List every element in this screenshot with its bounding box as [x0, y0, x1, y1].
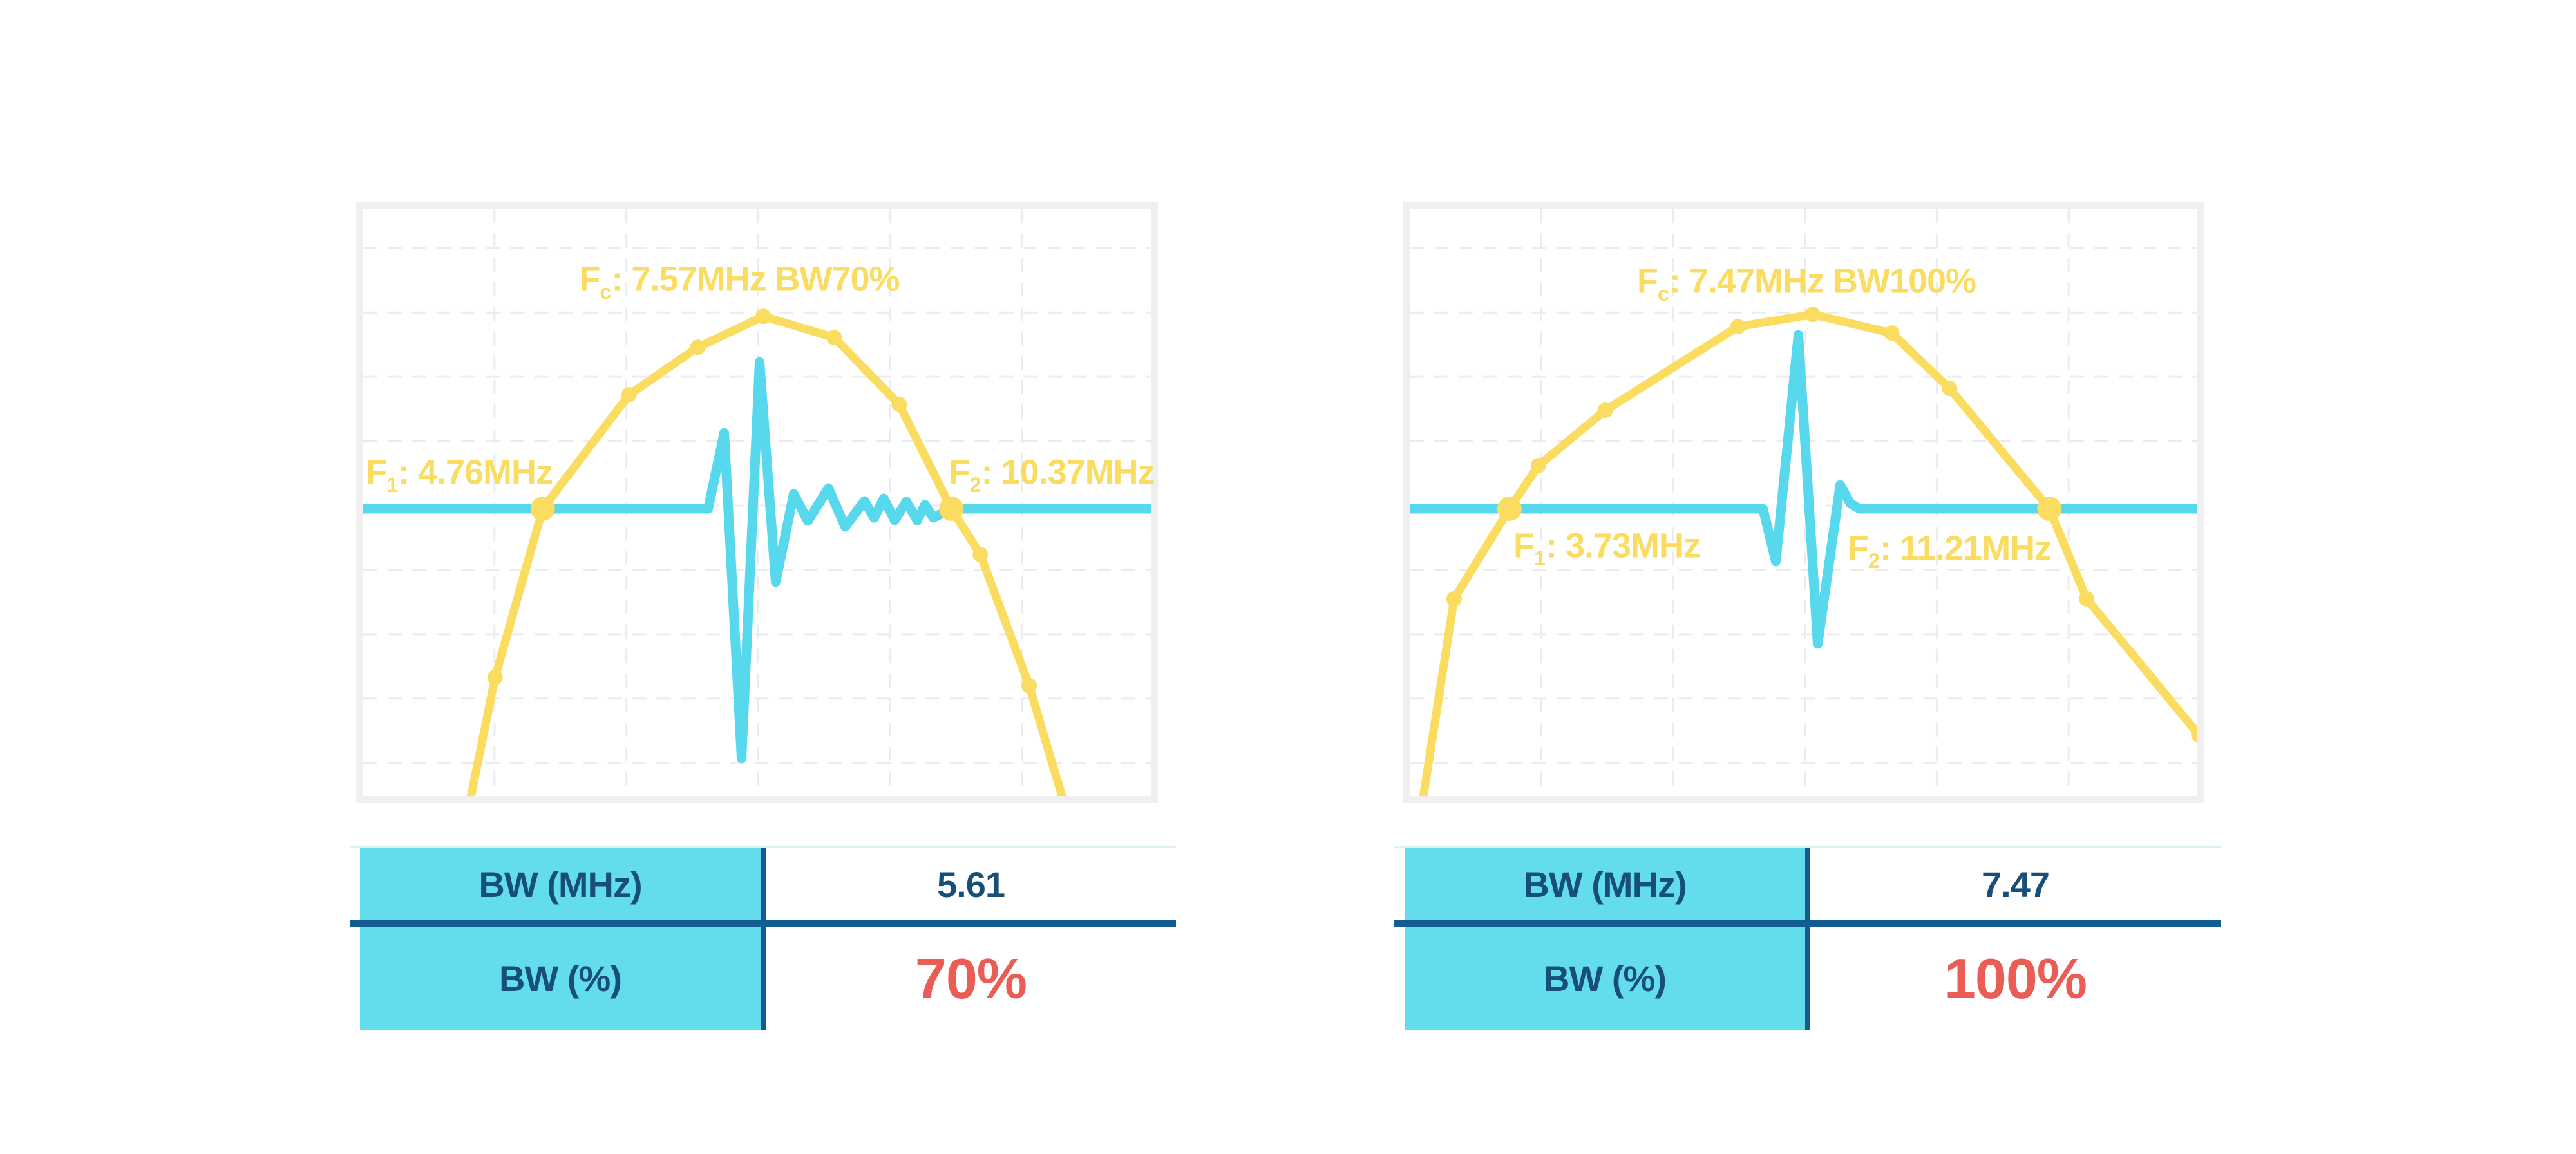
frequency-spectrum-marker	[972, 546, 989, 562]
bw-table-left: BW (MHz) 5.61 BW (%) 70%	[350, 846, 1176, 1030]
f1-annotation-left: F1: 4.76MHz	[366, 455, 553, 496]
fc-label-prefix: F	[1636, 261, 1658, 301]
pulse-echo-waveform-line	[363, 357, 1151, 764]
bw-mhz-label: BW (MHz)	[1523, 864, 1687, 905]
fc-label-prefix: F	[579, 260, 600, 299]
pulse-echo-waveform-line	[1410, 330, 2197, 649]
f2-annotation-right: F2: 11.21MHz	[1847, 529, 2052, 572]
bw-percent-value: 70%	[914, 946, 1027, 1010]
bw-mhz-value: 7.47	[1982, 864, 2050, 905]
frequency-spectrum-marker	[826, 330, 842, 346]
frequency-spectrum-marker	[1446, 591, 1462, 607]
f2-label-subscript: 2	[1868, 549, 1880, 572]
f2-label-text: : 10.37MHz	[981, 453, 1155, 492]
bw-mhz-value-cell: 5.61	[766, 848, 1176, 920]
bw-percent-label: BW (%)	[1544, 958, 1667, 999]
f1-annotation-right: F1: 3.73MHz	[1513, 526, 1701, 570]
table-row: BW (%) 100%	[1394, 927, 2221, 1030]
f1-label-prefix: F	[365, 453, 387, 492]
f2-annotation-left: F2: 10.37MHz	[949, 453, 1155, 497]
frequency-spectrum-line	[1419, 310, 2197, 796]
frequency-spectrum-marker	[1884, 325, 1900, 341]
chart-panel-left: Fc: 7.57MHz BW70% F1: 4.76MHz F2: 10.37M…	[356, 202, 1158, 803]
frequency-spectrum-marker	[487, 669, 503, 685]
frequency-spectrum-marker	[621, 387, 637, 403]
bw-percent-value-cell: 70%	[766, 927, 1176, 1030]
bw-percent-label-cell: BW (%)	[360, 927, 766, 1030]
bw-mhz-label: BW (MHz)	[478, 864, 642, 905]
f2-label-prefix: F	[1847, 529, 1869, 568]
fc-label-subscript: c	[1657, 281, 1669, 305]
f1-label-prefix: F	[1513, 526, 1535, 565]
f2-label-text: : 11.21MHz	[1879, 529, 2052, 568]
bw-mhz-value: 5.61	[937, 864, 1005, 905]
bw-percent-label: BW (%)	[499, 958, 622, 999]
f1-label-subscript: 1	[386, 473, 398, 497]
chart-panel-right: Fc: 7.47MHz BW100% F1: 3.73MHz F2: 11.21…	[1403, 202, 2204, 803]
f1-label-text: : 4.76MHz	[397, 453, 553, 492]
frequency-spectrum-marker	[1730, 319, 1746, 335]
bw-percent-value-cell: 100%	[1810, 927, 2221, 1030]
frequency-spectrum-marker	[1021, 677, 1037, 694]
frequency-spectrum-marker	[1530, 458, 1546, 474]
bw-percent-label-cell: BW (%)	[1405, 927, 1810, 1030]
fc-label-text: : 7.57MHz BW70%	[611, 260, 900, 299]
chart-svg-left	[363, 209, 1151, 796]
fc-label-subscript: c	[600, 279, 612, 303]
table-row: BW (MHz) 7.47	[1394, 848, 2221, 927]
frequency-spectrum-marker	[530, 497, 555, 521]
bw-table-right: BW (MHz) 7.47 BW (%) 100%	[1394, 846, 2221, 1030]
f2-label-prefix: F	[949, 453, 970, 492]
frequency-spectrum-marker	[1804, 307, 1821, 323]
bw-percent-value: 100%	[1944, 946, 2087, 1010]
frequency-spectrum-marker	[1942, 381, 1958, 397]
bw-mhz-label-cell: BW (MHz)	[1405, 848, 1810, 920]
fc-annotation-right: Fc: 7.47MHz BW100%	[1637, 264, 1976, 305]
chart-svg-right	[1410, 209, 2197, 796]
frequency-spectrum-marker	[2079, 591, 2095, 607]
f1-label-subscript: 1	[1533, 546, 1546, 570]
bw-mhz-label-cell: BW (MHz)	[360, 848, 766, 920]
frequency-spectrum-marker	[1597, 402, 1613, 419]
fc-label-text: : 7.47MHz BW100%	[1669, 261, 1976, 301]
table-row: BW (MHz) 5.61	[350, 848, 1176, 927]
frequency-spectrum-marker	[2037, 497, 2062, 521]
frequency-spectrum-marker	[690, 339, 706, 355]
frequency-spectrum-marker	[1497, 497, 1522, 521]
frequency-spectrum-marker	[939, 497, 964, 521]
fc-annotation-left: Fc: 7.57MHz BW70%	[579, 260, 900, 303]
frequency-spectrum-marker	[2191, 726, 2197, 743]
table-row: BW (%) 70%	[350, 927, 1176, 1030]
bw-mhz-value-cell: 7.47	[1810, 848, 2221, 920]
frequency-spectrum-marker	[891, 397, 907, 413]
frequency-spectrum-line	[466, 312, 1066, 796]
f2-label-subscript: 2	[969, 473, 981, 497]
f1-label-text: : 3.73MHz	[1545, 526, 1701, 565]
frequency-spectrum-marker	[755, 308, 772, 325]
